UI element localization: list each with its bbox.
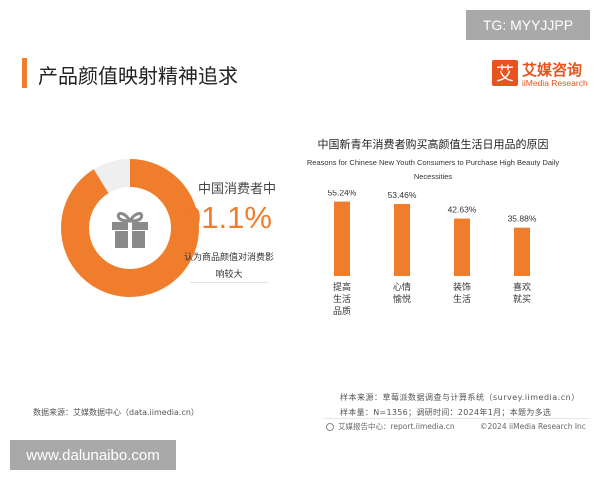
logo-text-en: iiMedia Research xyxy=(522,78,588,88)
donut-svg xyxy=(61,159,199,297)
highlight-note: 认为商品颜值对消费影响较大 xyxy=(184,253,275,280)
page-title: 产品颜值映射精神追求 xyxy=(38,64,238,88)
bar-value-label: 42.63% xyxy=(448,205,477,215)
footer-report-text: 艾媒报告中心：report.iimedia.cn xyxy=(338,422,455,431)
category-label: 愉悦 xyxy=(393,293,411,305)
bar-value-label: 53.46% xyxy=(388,190,417,200)
logo-icon: 艾 xyxy=(492,60,518,86)
data-source: 数据来源：艾媒数据中心（data.iimedia.cn） xyxy=(33,408,199,417)
category-label: 提高 xyxy=(333,281,351,293)
sample-size: 样本量：N=1356；调研时间：2024年1月；本题为多选 xyxy=(340,408,552,417)
logo-text-cn: 艾媒咨询 xyxy=(522,61,583,79)
bar-value-label: 35.88% xyxy=(508,214,537,224)
bar-value-label: 55.24% xyxy=(328,190,357,198)
bar-2 xyxy=(394,203,410,276)
title-accent-bar xyxy=(22,58,27,88)
category-label: 生活 xyxy=(333,293,351,305)
bar-chart: 55.24%提高生活品质53.46%心情愉悦42.63%装饰生活35.88%喜欢… xyxy=(328,190,537,317)
footer-report-center: 艾媒报告中心：report.iimedia.cn xyxy=(326,421,455,432)
chart-title: 中国新青年消费者购买高颜值生活日用品的原因 xyxy=(317,138,549,151)
watermark-bottom: www.dalunaibo.com xyxy=(10,440,176,470)
category-label: 喜欢 xyxy=(513,281,531,293)
bar-3 xyxy=(454,218,470,276)
highlight-percent: 91.1% xyxy=(184,200,272,235)
highlight-divider xyxy=(190,282,268,283)
copyright: ©2024 iiMedia Research Inc xyxy=(480,422,586,431)
category-label: 生活 xyxy=(453,293,471,305)
donut-chart xyxy=(60,158,200,298)
category-label: 品质 xyxy=(333,305,351,317)
donut-arc xyxy=(61,159,199,297)
category-label: 就买 xyxy=(513,293,531,305)
bar-4 xyxy=(514,227,530,276)
watermark-top: TG: MYYJJPP xyxy=(466,10,590,40)
category-label: 装饰 xyxy=(453,281,471,293)
category-label: 心情 xyxy=(393,281,411,293)
sample-source: 样本来源：草莓派数据调查与计算系统（survey.iimedia.cn） xyxy=(340,393,580,402)
bar-1 xyxy=(334,201,350,276)
gift-icon xyxy=(112,212,148,248)
chart-subtitle: Reasons for Chinese New Youth Consumers … xyxy=(306,158,560,181)
highlight-label: 中国消费者中 xyxy=(198,182,277,197)
report-center-icon xyxy=(326,422,334,431)
footer-divider xyxy=(324,418,590,419)
